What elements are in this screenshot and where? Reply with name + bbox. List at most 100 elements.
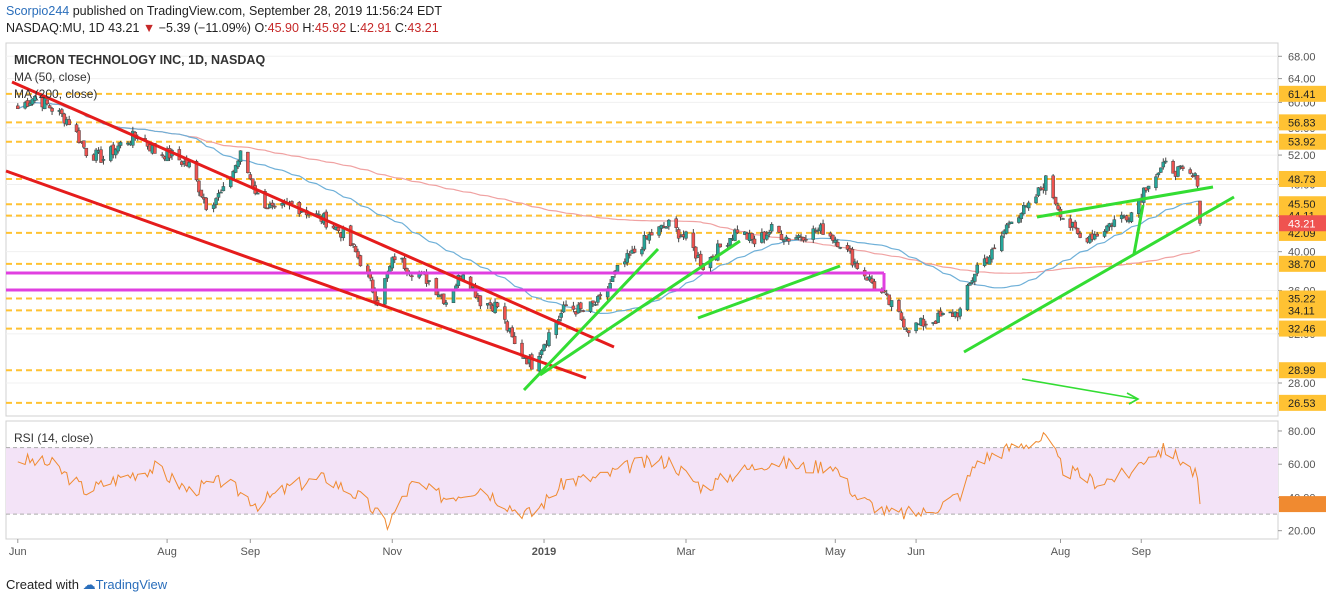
candle-body: [779, 233, 784, 240]
tradingview-logo-icon: ☁: [82, 577, 96, 592]
down-channel-upper-line[interactable]: [11, 80, 615, 349]
footer: Created with ☁TradingView: [6, 577, 167, 593]
candle-body: [160, 154, 164, 156]
candle-body: [82, 140, 86, 148]
level-label: 38.70: [1288, 259, 1316, 271]
candle-body: [767, 232, 771, 235]
breakout-leg-line[interactable]: [1132, 204, 1145, 255]
candle-body: [30, 98, 35, 105]
drawings[interactable]: [5, 80, 1235, 405]
last-price-badge: [1279, 215, 1326, 232]
candle-body: [221, 186, 226, 192]
ma200-path: [17, 101, 1201, 274]
price-tick-label: 40.00: [1288, 247, 1316, 259]
candle-body: [118, 142, 123, 146]
projection-arrow-line[interactable]: [1021, 378, 1139, 400]
tradingview-link[interactable]: TradingView: [95, 577, 168, 592]
candle-body: [591, 300, 595, 304]
candle-body: [855, 262, 860, 269]
candle-body: [728, 238, 732, 246]
time-tick-label: Sep: [1131, 546, 1151, 558]
candle-body: [684, 231, 688, 239]
candle-body: [505, 321, 510, 331]
author-link[interactable]: Scorpio244: [6, 4, 70, 18]
price-tick-label: 68.00: [1288, 51, 1316, 63]
candle-body: [427, 280, 431, 282]
candle-body: [1026, 202, 1031, 209]
candle-body: [1154, 176, 1158, 189]
candle-body: [899, 312, 904, 320]
candle-body: [676, 229, 681, 239]
candle-body: [356, 251, 360, 258]
level-badge: [1279, 114, 1326, 131]
candle-body: [187, 162, 191, 168]
candle-body: [870, 278, 874, 283]
candle-body: [216, 193, 221, 198]
candle-body: [835, 241, 840, 247]
level-badge: [1279, 85, 1326, 102]
down-channel-lower-line[interactable]: [5, 169, 587, 380]
wedge-upper-line[interactable]: [1036, 185, 1214, 219]
up-channel-2[interactable]: [697, 264, 841, 320]
candle-body: [647, 234, 652, 241]
rsi-path: [17, 431, 1201, 532]
candle-body: [537, 356, 541, 372]
candle-body: [1053, 196, 1058, 205]
high-label: H:: [302, 21, 315, 35]
candle-body: [265, 207, 270, 210]
high-value: 45.92: [314, 21, 347, 35]
candle-body: [887, 294, 891, 305]
candle-body: [610, 276, 615, 282]
candle-body: [1022, 204, 1026, 215]
candle-body: [968, 283, 972, 286]
low-value: 42.91: [360, 21, 392, 35]
low-label: L:: [349, 21, 361, 35]
candle-body: [904, 328, 909, 330]
candle-body: [897, 300, 901, 312]
wedge-lower-line[interactable]: [963, 195, 1235, 354]
candle-body: [801, 236, 806, 241]
chart-title: MICRON TECHNOLOGY INC, 1D, NASDAQ: [14, 53, 265, 67]
price-tick-label: 52.00: [1288, 150, 1316, 162]
time-tick-label: Aug: [1051, 546, 1071, 558]
candle-body: [1146, 185, 1151, 190]
candle-body: [828, 232, 833, 237]
candle-body: [787, 238, 791, 242]
time-tick-label: Jun: [9, 546, 27, 558]
candle-body: [625, 253, 630, 263]
candle-body: [811, 228, 816, 240]
candle-body: [674, 218, 678, 228]
candle-body: [1044, 175, 1048, 191]
candle-body: [434, 278, 439, 296]
candle-body: [503, 306, 507, 320]
time-tick-label: Aug: [157, 546, 177, 558]
candle-body: [194, 160, 199, 181]
candle-body: [735, 229, 740, 234]
candle-body: [392, 256, 397, 261]
candle-body: [50, 108, 54, 112]
price-axis[interactable]: 68.0064.0060.0056.0052.0048.0044.0040.00…: [1278, 51, 1326, 411]
candle-body: [1073, 221, 1077, 229]
legend-ma50: MA (50, close): [14, 70, 91, 84]
candle-body: [924, 323, 928, 326]
candle-body: [853, 261, 857, 264]
candle-body: [358, 255, 363, 267]
time-tick-label: Mar: [677, 546, 696, 558]
price-pane[interactable]: [5, 42, 1279, 417]
candle-body: [542, 344, 546, 351]
candle-body: [62, 113, 67, 124]
time-axis[interactable]: Jun Aug Sep Nov 2019 Mar May Jun Aug Sep: [9, 539, 1151, 558]
time-tick-label: Sep: [241, 546, 261, 558]
close-value: 43.21: [407, 21, 439, 35]
candle-body: [632, 248, 637, 253]
up-channel-1-lower[interactable]: [522, 247, 660, 392]
candle-body: [67, 119, 71, 125]
level-label: 53.92: [1288, 137, 1316, 149]
up-channel-1-upper[interactable]: [539, 239, 741, 377]
level-badge: [1279, 320, 1326, 337]
candle-body: [640, 249, 644, 255]
candle-body: [867, 276, 872, 281]
candle-body: [1163, 160, 1168, 163]
